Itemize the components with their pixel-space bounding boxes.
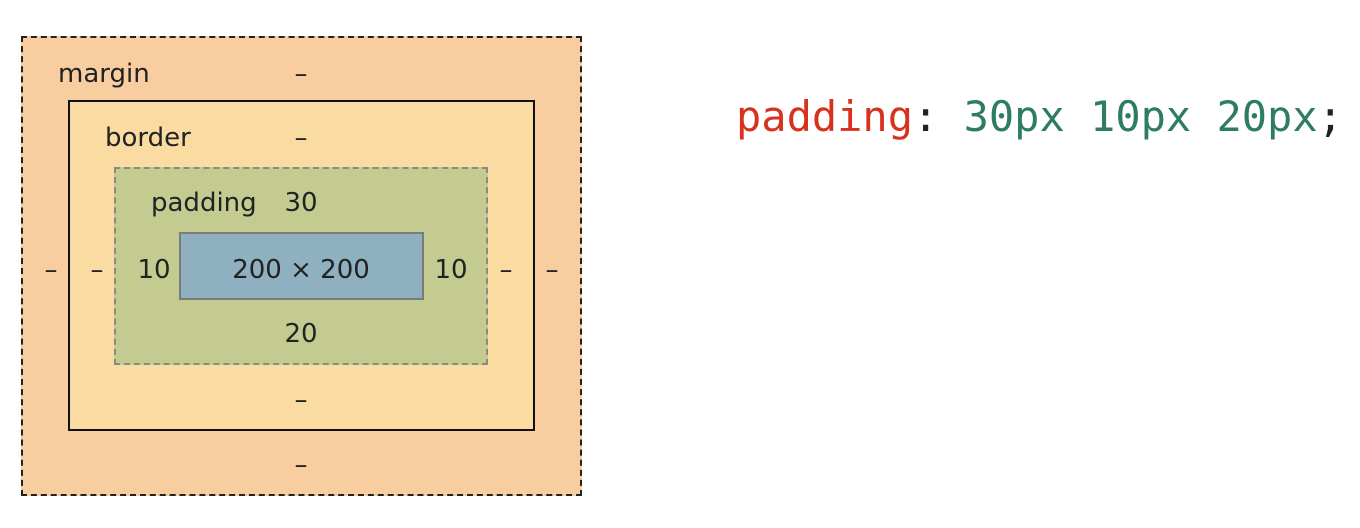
margin-right-value: – (545, 255, 559, 285)
content-size-label: 200 × 200 (232, 255, 370, 285)
css-colon: : (913, 92, 939, 141)
padding-top-value: 30 (284, 188, 318, 218)
margin-left-value: – (44, 255, 58, 285)
css-property: padding (736, 92, 914, 141)
margin-bottom-value: – (294, 450, 308, 480)
border-right-value: – (499, 255, 513, 285)
padding-left-value: 10 (137, 255, 171, 285)
css-values: 30px 10px 20px (938, 92, 1318, 141)
padding-label: padding (151, 188, 257, 218)
border-label: border (105, 123, 191, 153)
padding-right-value: 10 (434, 255, 468, 285)
padding-bottom-value: 20 (284, 319, 318, 349)
content-box (179, 232, 424, 300)
css-code-line: padding: 30px 10px 20px; (736, 92, 1343, 142)
css-semicolon: ; (1317, 92, 1343, 141)
border-left-value: – (90, 255, 104, 285)
border-bottom-value: – (294, 385, 308, 415)
border-top-value: – (294, 123, 308, 153)
margin-label: margin (58, 59, 150, 89)
margin-top-value: – (294, 59, 308, 89)
